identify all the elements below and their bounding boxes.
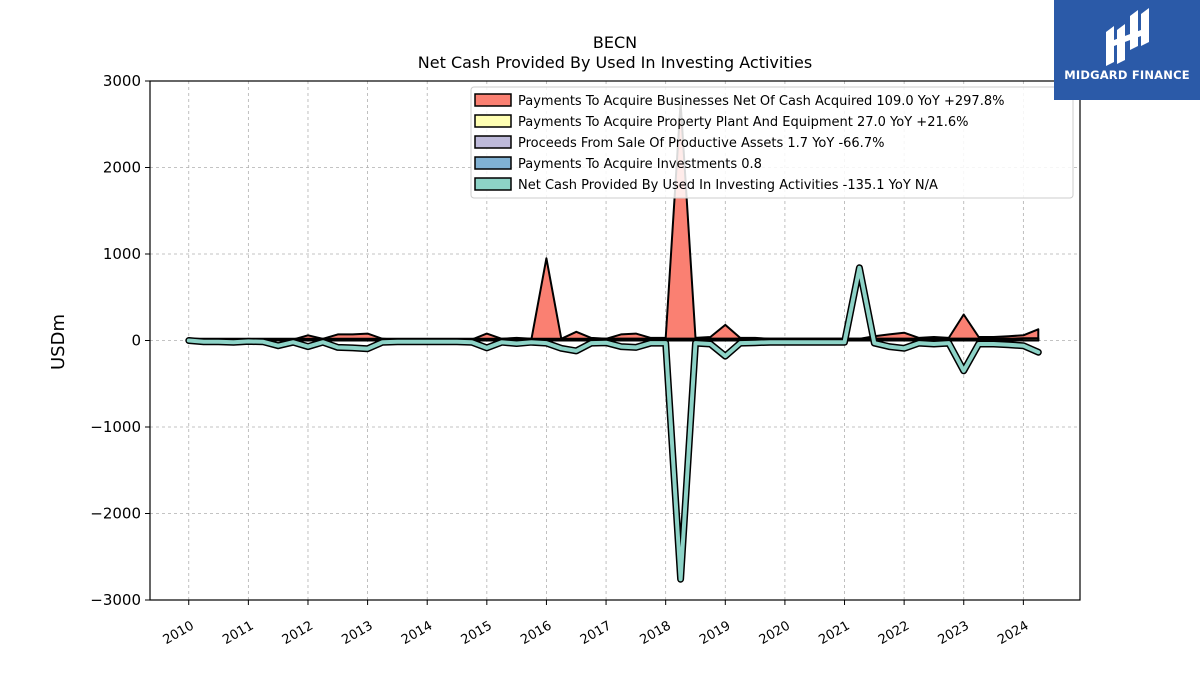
- y-tick-label: 0: [131, 332, 141, 350]
- legend-label: Payments To Acquire Businesses Net Of Ca…: [518, 94, 1004, 109]
- legend-label: Proceeds From Sale Of Productive Assets …: [518, 136, 884, 151]
- y-tick-label: −3000: [90, 591, 141, 609]
- x-tick-label: 2023: [936, 618, 972, 648]
- y-tick-label: 3000: [103, 72, 141, 90]
- legend-swatch: [474, 93, 512, 107]
- legend-label: Payments To Acquire Investments 0.8: [518, 157, 762, 172]
- x-tick-label: 2021: [816, 618, 852, 648]
- x-tick-label: 2011: [220, 618, 256, 648]
- legend-swatch: [474, 177, 512, 191]
- y-axis: 3000 2000 1000 0 −1000 −2000 −3000: [90, 72, 150, 609]
- legend-label: Payments To Acquire Property Plant And E…: [518, 115, 969, 130]
- legend-swatch: [474, 114, 512, 128]
- line-series-outline: [185, 264, 1042, 583]
- x-tick-label: 2017: [578, 618, 614, 648]
- legend-label: Net Cash Provided By Used In Investing A…: [518, 178, 938, 193]
- midgard-finance-logo: MIDGARD FINANCE: [1054, 0, 1200, 100]
- logo-mark-icon: [1106, 8, 1149, 66]
- x-tick-label: 2022: [876, 618, 912, 648]
- y-tick-label: −2000: [90, 505, 141, 523]
- x-tick-label: 2015: [459, 618, 495, 648]
- line-series: [185, 264, 1042, 583]
- x-tick-label: 2019: [697, 618, 733, 648]
- chart-subtitle: Net Cash Provided By Used In Investing A…: [418, 53, 812, 72]
- legend-swatch: [474, 156, 512, 170]
- area-series-0: [187, 101, 1040, 342]
- x-tick-label: 2018: [638, 618, 674, 648]
- logo-brand-text: MIDGARD FINANCE: [1064, 68, 1190, 82]
- y-tick-label: 2000: [103, 159, 141, 177]
- x-tick-label: 2013: [339, 618, 375, 648]
- x-tick-label: 2010: [161, 618, 197, 648]
- x-tick-label: 2014: [399, 618, 435, 648]
- x-tick-label: 2024: [995, 618, 1031, 648]
- legend: Payments To Acquire Businesses Net Of Ca…: [470, 86, 1074, 199]
- chart-title: BECN: [593, 33, 637, 52]
- x-tick-label: 2016: [518, 618, 554, 648]
- y-tick-label: 1000: [103, 245, 141, 263]
- x-tick-label: 2012: [280, 618, 316, 648]
- x-axis: 2010 2011 2012 2013 2014 2015 2016 2017 2018 2019…: [161, 600, 1031, 648]
- legend-swatch: [474, 135, 512, 149]
- legend-box: [470, 86, 1074, 199]
- line-series-4: [186, 265, 1041, 582]
- x-tick-label: 2020: [757, 618, 793, 648]
- y-axis-label: USDm: [48, 314, 69, 370]
- y-tick-label: −1000: [90, 418, 141, 436]
